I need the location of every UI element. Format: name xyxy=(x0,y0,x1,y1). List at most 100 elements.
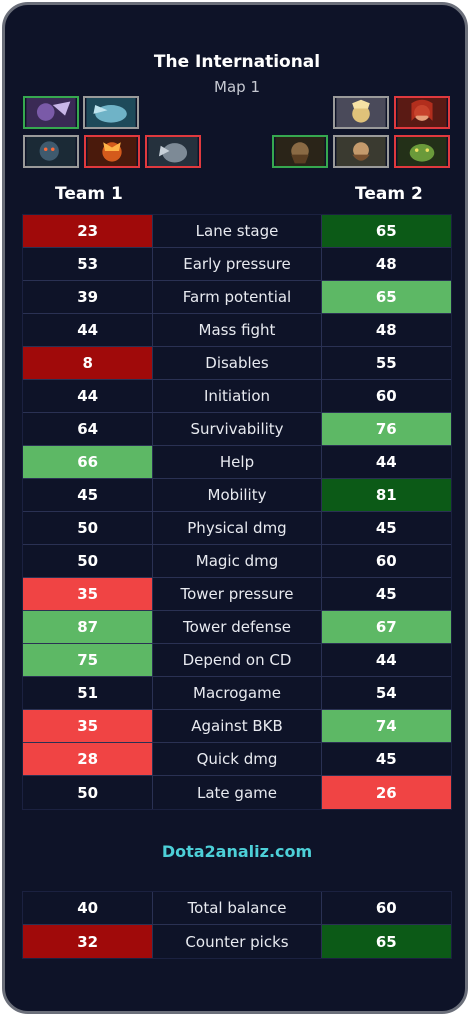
team1-value: 50 xyxy=(77,783,99,802)
map-label: Map 1 xyxy=(214,78,260,96)
team2-hero-2[interactable] xyxy=(394,96,450,129)
metric-label: Against BKB xyxy=(152,710,322,742)
team1-value: 44 xyxy=(77,387,99,405)
team2-value: 65 xyxy=(321,925,451,958)
table-row: 39 Farm potential 65 xyxy=(23,281,451,314)
table-row: 40 Total balance 60 xyxy=(23,892,451,925)
team2-value: 44 xyxy=(375,651,397,669)
hero-portrait-icon xyxy=(26,137,76,166)
team2-hero-4[interactable] xyxy=(333,135,389,168)
table-row: 87 Tower defense 67 xyxy=(23,611,451,644)
metric-label: Early pressure xyxy=(152,248,322,280)
table-row: 44 Mass fight 48 xyxy=(23,314,451,347)
team2-hero-3[interactable] xyxy=(272,135,328,168)
metric-label: Lane stage xyxy=(152,215,322,247)
site-brand[interactable]: Dota2analiz.com xyxy=(161,842,313,861)
team1-value: 35 xyxy=(23,710,153,742)
team1-hero-3[interactable] xyxy=(23,135,79,168)
metric-label: Late game xyxy=(152,776,322,809)
hero-portrait-icon xyxy=(397,98,447,127)
team2-value: 44 xyxy=(375,453,397,471)
team1-value: 8 xyxy=(23,347,153,379)
metric-label: Mass fight xyxy=(152,314,322,346)
team1-value: 53 xyxy=(77,255,99,273)
team2-hero-5[interactable] xyxy=(394,135,450,168)
table-row: 28 Quick dmg 45 xyxy=(23,743,451,776)
team2-value: 45 xyxy=(375,519,397,537)
team2-value: 60 xyxy=(375,899,397,917)
hero-portrait-icon xyxy=(87,137,137,166)
team1-value: 32 xyxy=(23,925,153,958)
team2-value: 48 xyxy=(375,321,397,339)
hero-portrait-icon xyxy=(336,98,386,127)
team2-value: 74 xyxy=(321,710,451,742)
team1-hero-4[interactable] xyxy=(84,135,140,168)
team2-value: 65 xyxy=(321,215,451,247)
team1-hero-2[interactable] xyxy=(83,96,139,129)
team1-hero-5[interactable] xyxy=(145,135,201,168)
table-row: 50 Late game 26 xyxy=(23,776,451,809)
metric-label: Help xyxy=(152,446,322,478)
hero-portrait-icon xyxy=(397,137,447,166)
team1-label: Team 1 xyxy=(55,184,123,204)
team2-value: 81 xyxy=(321,479,451,511)
team1-value: 50 xyxy=(77,519,99,537)
metric-label: Quick dmg xyxy=(152,743,322,775)
metric-label: Initiation xyxy=(152,380,322,412)
table-row: 53 Early pressure 48 xyxy=(23,248,451,281)
hero-portrait-icon xyxy=(26,98,76,127)
team2-value: 45 xyxy=(375,585,397,603)
team2-label: Team 2 xyxy=(355,184,423,204)
match-title: The International xyxy=(153,52,321,72)
team1-value: 35 xyxy=(23,578,153,610)
team2-value: 76 xyxy=(321,413,451,445)
team1-value: 44 xyxy=(77,321,99,339)
team2-value: 67 xyxy=(321,611,451,643)
team2-hero-1[interactable] xyxy=(333,96,389,129)
team2-value: 65 xyxy=(321,281,451,313)
metric-label: Mobility xyxy=(152,479,322,511)
table-row: 66 Help 44 xyxy=(23,446,451,479)
team1-value: 87 xyxy=(23,611,153,643)
metric-label: Counter picks xyxy=(152,925,322,958)
team1-value: 66 xyxy=(23,446,153,478)
metric-label: Macrogame xyxy=(152,677,322,709)
table-row: 44 Initiation 60 xyxy=(23,380,451,413)
team1-hero-1[interactable] xyxy=(23,96,79,129)
table-row: 51 Macrogame 54 xyxy=(23,677,451,710)
metric-label: Tower pressure xyxy=(152,578,322,610)
team2-value: 26 xyxy=(321,776,451,809)
metric-label: Disables xyxy=(152,347,322,379)
team1-value: 28 xyxy=(23,743,153,775)
hero-portrait-icon xyxy=(86,98,136,127)
team1-value: 50 xyxy=(77,552,99,570)
team1-value: 23 xyxy=(23,215,153,247)
metric-label: Farm potential xyxy=(152,281,322,313)
table-row: 64 Survivability 76 xyxy=(23,413,451,446)
hero-portrait-icon xyxy=(148,137,198,166)
team1-value: 64 xyxy=(77,420,99,438)
metric-label: Tower defense xyxy=(152,611,322,643)
team1-value: 45 xyxy=(77,486,99,504)
team1-value: 40 xyxy=(77,899,99,917)
team2-value: 60 xyxy=(375,387,397,405)
table-row: 23 Lane stage 65 xyxy=(23,215,451,248)
team1-value: 39 xyxy=(77,288,99,306)
table-row: 8 Disables 55 xyxy=(23,347,451,380)
team2-value: 54 xyxy=(375,684,397,702)
metric-label: Magic dmg xyxy=(152,545,322,577)
metric-label: Survivability xyxy=(152,413,322,445)
team2-value: 60 xyxy=(375,552,397,570)
table-row: 35 Against BKB 74 xyxy=(23,710,451,743)
table-row: 32 Counter picks 65 xyxy=(23,925,451,958)
stats-table: 23 Lane stage 65 53 Early pressure 48 39 Farm p… xyxy=(22,214,452,810)
hero-portrait-icon xyxy=(336,137,386,166)
metric-label: Physical dmg xyxy=(152,512,322,544)
team2-value: 48 xyxy=(375,255,397,273)
summary-table: 40 Total balance 60 32 Counter picks 65 xyxy=(22,891,452,959)
team2-value: 45 xyxy=(375,750,397,768)
hero-portrait-icon xyxy=(275,137,325,166)
table-row: 75 Depend on CD 44 xyxy=(23,644,451,677)
team1-value: 51 xyxy=(77,684,99,702)
team1-value: 75 xyxy=(23,644,153,676)
